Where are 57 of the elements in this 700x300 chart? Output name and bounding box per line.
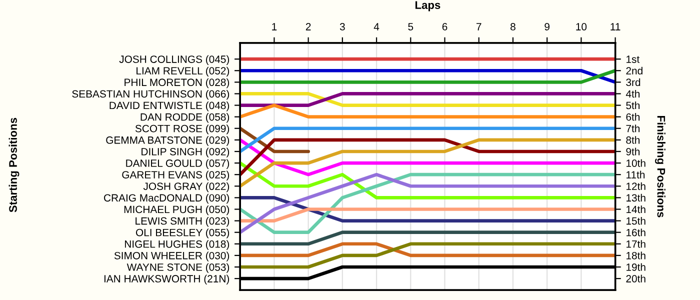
text: LEWIS SMITH (023) — [136, 217, 230, 227]
text: GEMMA BATSTONE (029) — [106, 136, 230, 146]
y2-tick-label: 14th — [626, 205, 646, 214]
text: JOSH GRAY (022) — [143, 182, 230, 192]
text: CRAIG MacDONALD (090) — [104, 194, 230, 204]
text: WAYNE STONE (053) — [126, 263, 230, 273]
text: OLI BEESLEY (055) — [136, 228, 230, 238]
y2-tick-label: 8th — [626, 136, 640, 144]
text: JOSH COLLINGS (045) — [119, 55, 230, 66]
y2-tick-label: 18th — [626, 252, 646, 260]
y2-tick-label: 10th — [626, 159, 646, 167]
y2-tick-label: 5th — [626, 102, 640, 110]
y2-tick-label: 15th — [626, 217, 646, 225]
x-tick-label: 8 — [510, 23, 516, 30]
y2-tick-label: 13th — [626, 194, 646, 202]
x-axis-title: Laps — [415, 1, 440, 12]
y2-tick-label: 4th — [626, 90, 640, 98]
y2-tick-label: 6th — [626, 113, 640, 121]
x-tick-label: 10 — [576, 23, 587, 30]
text: SCOTT ROSE (099) — [135, 124, 230, 134]
x-tick-label: 7 — [476, 23, 482, 30]
y2-tick-label: 3rd — [626, 78, 640, 86]
line-series — [240, 172, 616, 234]
text: IAN HAWKSWORTH (21N) — [104, 274, 230, 284]
y2-tick-label: 1st — [626, 56, 640, 63]
y2-tick-label: 12th — [626, 182, 646, 190]
text: DANIEL GOULD (057) — [126, 159, 230, 169]
line-series — [240, 161, 616, 200]
x-tick-label: 5 — [408, 23, 414, 30]
y2-tick-label: 19th — [626, 263, 646, 271]
y2-tick-label: 2nd — [626, 66, 642, 74]
text: MICHAEL PUGH (050) — [124, 205, 230, 216]
text: GARETH EVANS (025) — [122, 170, 230, 181]
text: Starting Positions — [8, 118, 20, 212]
y2-tick-label: 16th — [626, 228, 646, 236]
x-tick-label: 3 — [340, 23, 345, 30]
y2-tick-label: 20th — [626, 274, 646, 282]
y2-tick-label: 17th — [626, 240, 646, 248]
text: DILIP SINGH (092) — [142, 148, 230, 158]
text: NIGEL HUGHES (018) — [125, 240, 230, 250]
line-series — [240, 138, 616, 188]
y2-axis-title: Finishing Positions — [655, 116, 666, 218]
x-tick-label: 2 — [306, 23, 311, 30]
x-tick-label: 9 — [544, 23, 550, 30]
x-tick-label: 4 — [374, 23, 380, 30]
y2-tick-label: 7th — [626, 124, 640, 132]
text: LIAM REVELL (052) — [136, 66, 230, 77]
y2-tick-label: 11th — [626, 170, 645, 178]
text: PHIL MORETON (028) — [124, 78, 230, 88]
text: DAN RODDE (058) — [140, 113, 230, 123]
text: SEBASTIAN HUTCHINSON (066) — [72, 90, 230, 100]
text: SIMON WHEELER (030) — [114, 252, 230, 262]
y2-tick-label: 9th — [626, 148, 640, 156]
text: DAVID ENTWISTLE (048) — [110, 102, 230, 112]
x-tick-label: 11 — [610, 23, 620, 30]
x-tick-label: 1 — [272, 23, 277, 30]
x-tick-label: 6 — [442, 23, 448, 30]
